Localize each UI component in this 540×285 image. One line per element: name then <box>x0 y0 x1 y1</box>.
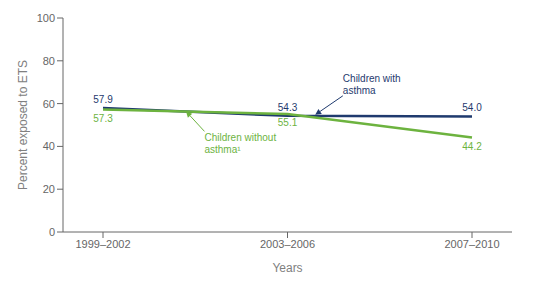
svg-text:Children withoutasthma¹: Children withoutasthma¹ <box>204 132 276 155</box>
svg-text:55.1: 55.1 <box>278 117 298 128</box>
svg-text:40: 40 <box>43 140 55 152</box>
svg-text:1999–2002: 1999–2002 <box>75 238 130 250</box>
svg-text:57.3: 57.3 <box>93 113 113 124</box>
svg-text:100: 100 <box>37 12 55 24</box>
svg-text:44.2: 44.2 <box>462 141 482 152</box>
svg-text:80: 80 <box>43 55 55 67</box>
svg-text:57.9: 57.9 <box>93 94 113 105</box>
svg-text:2007–2010: 2007–2010 <box>444 238 499 250</box>
svg-text:Years: Years <box>272 261 302 275</box>
svg-text:0: 0 <box>49 226 55 238</box>
svg-text:20: 20 <box>43 183 55 195</box>
svg-text:60: 60 <box>43 98 55 110</box>
svg-text:54.0: 54.0 <box>462 102 482 113</box>
svg-text:Children withasthma: Children withasthma <box>343 73 401 96</box>
svg-text:2003–2006: 2003–2006 <box>260 238 315 250</box>
svg-text:54.3: 54.3 <box>278 102 298 113</box>
svg-text:Percent exposed to ETS: Percent exposed to ETS <box>16 60 30 190</box>
